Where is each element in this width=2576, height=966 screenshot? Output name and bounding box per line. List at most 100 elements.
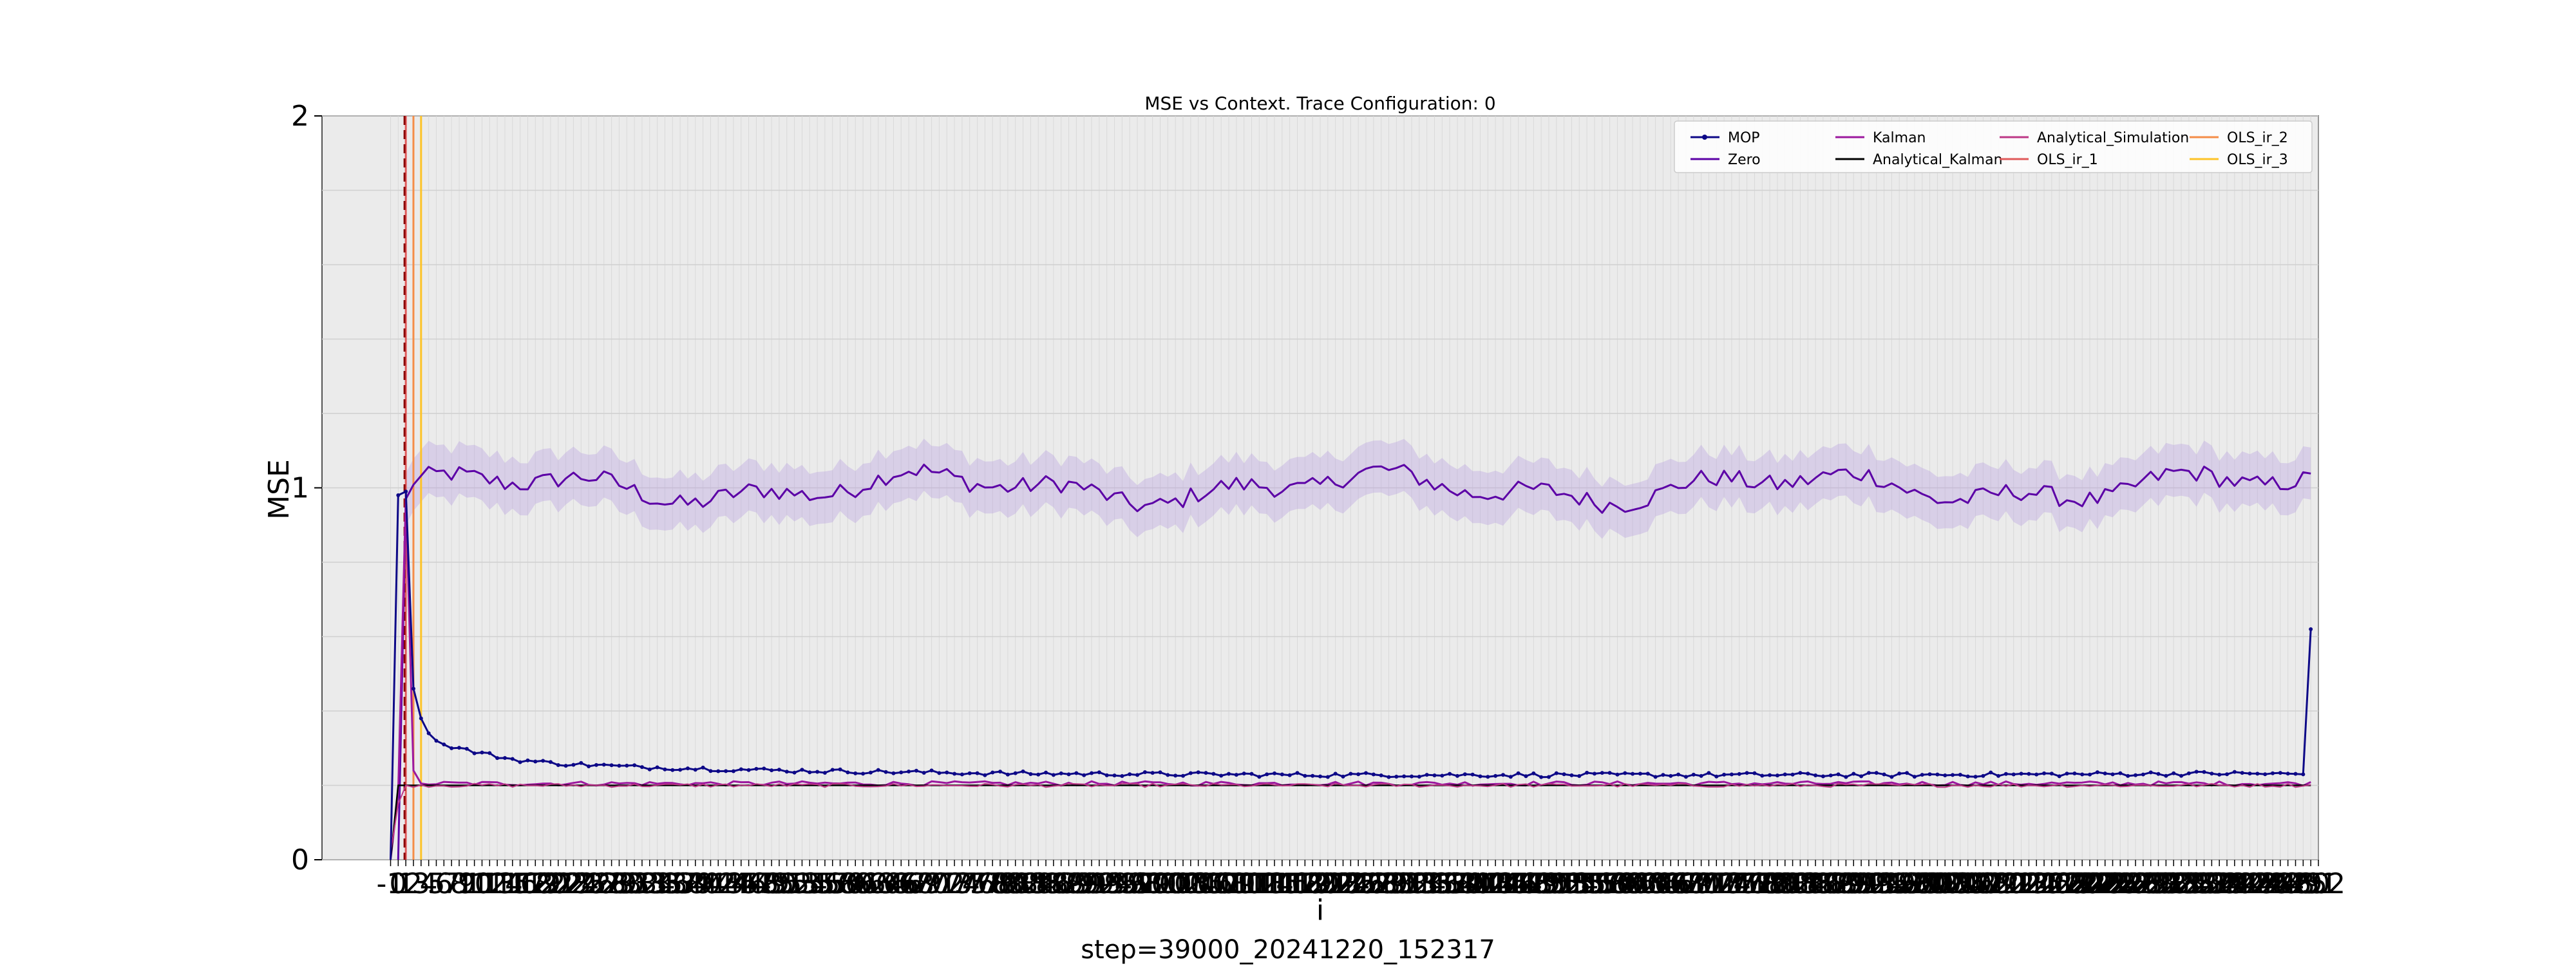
x-tick-label: 96 [1112,867,1148,900]
x-tick-label: 84 [1020,867,1056,900]
x-tick-label: 226 [2093,867,2147,900]
mop-point [419,716,423,721]
x-tick-label: 197 [1872,867,1926,900]
mop-point [868,770,873,775]
mop-point [1325,775,1330,779]
x-tick-label: 247 [2253,867,2307,900]
mop-point [830,768,835,772]
x-tick-label: 63 [860,867,896,900]
x-tick-label: 119 [1278,867,1332,900]
mop-point [1821,774,1825,779]
mop-point [2293,772,2298,776]
x-tick-label: 94 [1097,867,1133,900]
x-tick-label: 59 [829,867,866,900]
y-tick-label: 0 [291,844,309,876]
x-tick-label: 34 [639,867,676,900]
x-tick-label: 110 [1209,867,1264,900]
mop-point [548,760,553,764]
x-tick-label: 56 [807,867,843,900]
x-tick-label: 112 [1225,867,1279,900]
x-tick-label: 90 [1066,867,1102,900]
mop-point [1989,770,1993,775]
x-tick-label: 75 [952,867,988,900]
mop-point [1607,771,1612,775]
mop-point [556,762,560,767]
x-tick-label: 109 [1202,867,1256,900]
mop-point [1524,774,1528,779]
mop-point [1082,773,1086,777]
x-tick-label: 25 [571,867,607,900]
mop-point [1828,773,1833,778]
x-tick-label: 11 [464,867,500,900]
x-tick-label: 73 [936,867,972,900]
x-tick-label: 202 [1910,867,1964,900]
x-tick-label: 144 [1468,867,1522,900]
x-tick-label: 118 [1271,867,1325,900]
x-tick-label: 174 [1697,867,1751,900]
mop-point [770,768,774,773]
mop-point [2126,773,2130,778]
x-tick-label: 79 [982,867,1018,900]
x-tick-label: -1 [377,867,405,900]
mop-point [464,746,469,751]
x-tick-label: 124 [1316,867,1370,900]
mop-point [1074,771,1079,775]
x-tick-label: 41 [692,867,728,900]
mop-point [1760,773,1765,778]
mop-point [2232,770,2237,774]
x-tick-label: 57 [815,867,851,900]
x-tick-label: 235 [2162,867,2216,900]
x-tick-label: 54 [791,867,828,900]
mop-point [929,768,934,773]
x-tick-label: 100 [1133,867,1188,900]
mop-point [564,764,568,768]
mop-point [1585,770,1589,775]
legend: MOP Zero Kalman Analytical_Kalman Analytical… [1674,120,2313,173]
x-tick-label: 156 [1560,867,1614,900]
mop-point [411,687,415,691]
mop-point [1783,772,1787,777]
x-tick-label: 175 [1705,867,1759,900]
x-tick-label: 166 [1636,867,1690,900]
mop-point [1135,773,1140,777]
mop-point [1516,771,1520,775]
mop-point [510,757,515,761]
y-tick-label: 2 [291,100,309,133]
mop-point [1227,772,1231,776]
x-tick-label: 231 [2132,867,2186,900]
mop-point [1059,771,1063,775]
mop-point [1333,772,1338,776]
x-tick-label: 176 [1712,867,1766,900]
mop-point [1432,773,1437,777]
x-tick-label: 146 [1484,867,1538,900]
x-tick-label: 7 [442,867,460,900]
x-tick-label: 198 [1880,867,1934,900]
x-tick-label: 55 [799,867,835,900]
x-tick-label: 154 [1544,867,1598,900]
mop-point [876,768,880,772]
x-tick-label: 26 [578,867,614,900]
legend-item-analytical-simulation: Analytical_Simulation [2000,130,2189,146]
x-tick-label: 115 [1247,867,1302,900]
mop-point [1387,775,1391,779]
mop-point [701,765,705,770]
x-tick-label: 206 [1941,867,1995,900]
legend-item-kalman: Kalman [1835,130,1926,146]
mop-point [1363,771,1368,775]
x-tick-label: 237 [2177,867,2231,900]
x-tick-label: 38 [670,867,706,900]
legend-item-mop: MOP [1690,130,1760,146]
mop-point [1463,772,1467,777]
x-tick-label: 113 [1232,867,1286,900]
mop-point [1554,771,1558,775]
x-tick-label: 213 [1994,867,2049,900]
mop-point [1905,771,1909,775]
mop-point [1311,773,1315,778]
x-tick-label: 81 [998,867,1034,900]
mop-point [1737,772,1741,776]
x-tick-label: 236 [2170,867,2224,900]
x-tick-label: 173 [1689,867,1743,900]
mop-point [891,771,896,775]
mop-point [1798,771,1803,775]
mop-point [1455,773,1459,778]
